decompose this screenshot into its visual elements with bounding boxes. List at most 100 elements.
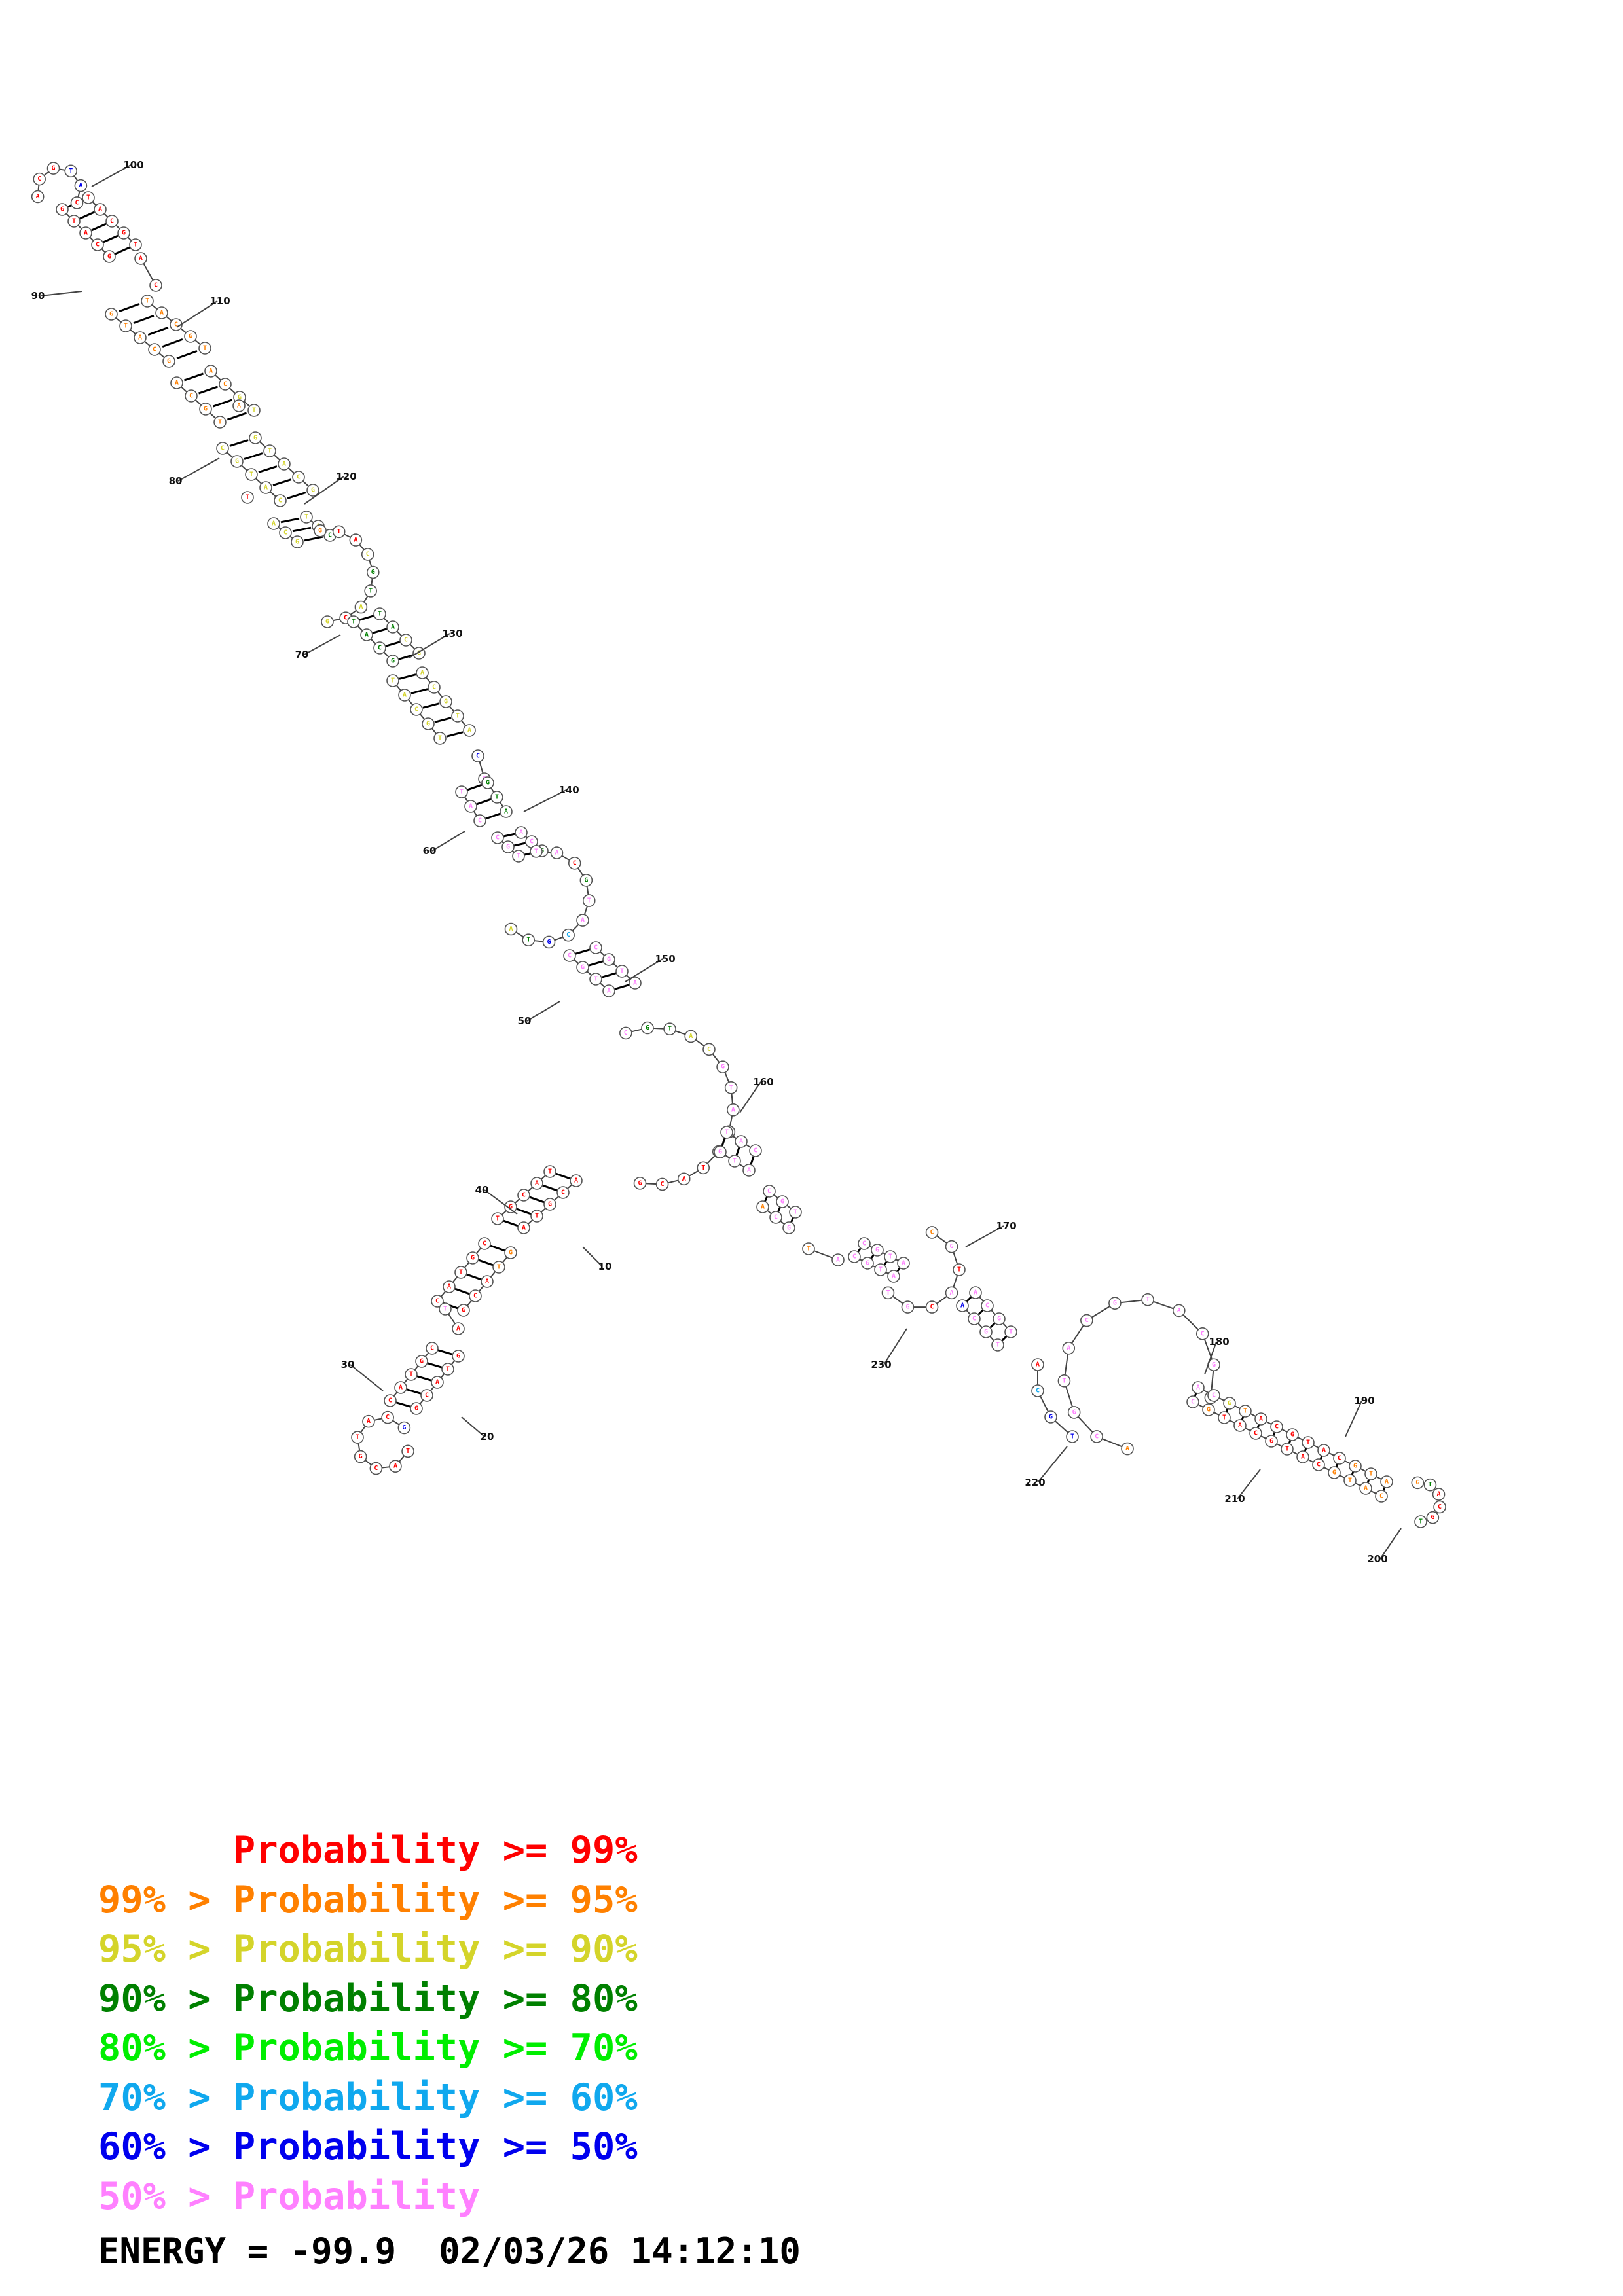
nucleotide-circle — [633, 1177, 647, 1190]
nucleotide-letter: G — [1415, 1479, 1419, 1486]
base-pair-bond — [395, 1401, 411, 1408]
nucleotide-circle — [742, 1164, 756, 1177]
nucleotide-circle — [702, 1043, 716, 1056]
nucleotide-letter: G — [391, 658, 395, 665]
nucleotide-letter: G — [1228, 1400, 1231, 1407]
nucleotide-circle — [33, 172, 46, 186]
nucleotide-letter: T — [203, 345, 207, 352]
nucleotide-letter: G — [646, 1024, 649, 1031]
nucleotide-letter: C — [425, 1392, 429, 1399]
nucleotide: G — [861, 1257, 874, 1270]
nucleotide: C — [562, 928, 575, 942]
nucleotide-letter: T — [1419, 1518, 1423, 1526]
nucleotide: A — [394, 1381, 407, 1394]
nucleotide: A — [887, 1270, 900, 1283]
legend-row-p99: Probability >= 99% — [98, 1826, 638, 1876]
nucleotide: G — [439, 695, 452, 708]
nucleotide: G — [504, 1246, 517, 1259]
nucleotide: G — [1044, 1410, 1057, 1424]
nucleotide: A — [897, 1257, 910, 1270]
nucleotide: T — [697, 1161, 710, 1175]
position-tick-line — [1237, 1469, 1261, 1499]
base-pair-bond — [427, 1362, 443, 1369]
nucleotide-circle — [1312, 1458, 1325, 1471]
nucleotide-circle — [1433, 1500, 1446, 1514]
probability-legend: Probability >= 99% 99% > Probability >= … — [98, 1826, 638, 2221]
nucleotide-letter: A — [1238, 1422, 1242, 1429]
nucleotide: A — [576, 914, 589, 927]
nucleotide: C — [1207, 1389, 1220, 1402]
nucleotide: T — [213, 416, 227, 429]
nucleotide: C — [105, 215, 119, 228]
position-tick-line — [883, 1328, 907, 1365]
position-label: 140 — [558, 784, 579, 796]
nucleotide: C — [292, 471, 305, 484]
base-pair-bond — [555, 1172, 571, 1180]
nucleotide: C — [91, 238, 104, 251]
nucleotide: T — [490, 791, 503, 804]
nucleotide: A — [831, 1253, 845, 1266]
nucleotide-letter: G — [780, 1198, 784, 1206]
nucleotide-letter: G — [607, 956, 611, 963]
nucleotide: C — [279, 526, 292, 539]
nucleotide-circle — [291, 535, 304, 548]
nucleotide-letter: A — [747, 1167, 751, 1174]
nucleotide-letter: G — [295, 539, 299, 546]
nucleotide-circle — [504, 1200, 517, 1213]
legend-prefix: 60% > — [98, 2125, 233, 2168]
nucleotide: C — [858, 1237, 871, 1250]
nucleotide: G — [1349, 1460, 1362, 1473]
nucleotide: C — [517, 1189, 530, 1202]
nucleotide-letter: C — [432, 684, 436, 691]
legend-prefix: 50% > — [98, 2174, 233, 2218]
nucleotide: T — [874, 1263, 887, 1276]
nucleotide: C — [981, 1299, 994, 1312]
nucleotide-circle — [550, 846, 564, 859]
nucleotide-letter: T — [456, 713, 460, 720]
nucleotide: C — [848, 1250, 861, 1263]
nucleotide-circle — [543, 1165, 556, 1178]
legend-row-p80: 90% > Probability >= 80% — [98, 1975, 638, 2024]
nucleotide: T — [789, 1206, 802, 1219]
nucleotide-letter: T — [526, 937, 530, 944]
nucleotide-letter: G — [189, 333, 192, 340]
nucleotide: C — [471, 749, 484, 762]
nucleotide-circle — [735, 1135, 748, 1148]
nucleotide-letter: G — [235, 458, 239, 465]
nucleotide-letter: C — [624, 1030, 628, 1037]
nucleotide: A — [956, 1299, 969, 1312]
nucleotide-circle — [615, 965, 629, 978]
nucleotide-circle — [416, 666, 429, 679]
nucleotide: T — [129, 238, 142, 251]
nucleotide-circle — [517, 1189, 530, 1202]
nucleotide-circle — [410, 1402, 423, 1415]
nucleotide: A — [232, 399, 246, 412]
nucleotide-letter: A — [682, 1175, 686, 1183]
position-tick-line — [431, 831, 465, 852]
base-pair-bond — [229, 439, 249, 447]
base-pair-bond — [162, 338, 183, 348]
nucleotide-circle — [858, 1237, 871, 1250]
base-pair-bond — [502, 833, 517, 838]
nucleotide-circle — [756, 1200, 769, 1213]
nucleotide-letter: T — [733, 1158, 737, 1165]
nucleotide-letter: G — [1049, 1414, 1053, 1421]
nucleotide-letter: C — [930, 1229, 934, 1236]
nucleotide: G — [103, 250, 116, 263]
nucleotide-letter: C — [522, 1192, 526, 1199]
nucleotide: T — [953, 1263, 966, 1276]
nucleotide: T — [401, 1444, 414, 1458]
nucleotide-letter: C — [496, 834, 500, 842]
nucleotide-circle — [469, 1289, 482, 1302]
nucleotide: T — [241, 491, 254, 504]
nucleotide-letter: C — [1379, 1493, 1383, 1500]
base-pair-bond — [749, 1155, 756, 1166]
nucleotide-letter: C — [852, 1253, 856, 1261]
position-label: 90 — [31, 290, 45, 302]
nucleotide-circle — [349, 533, 363, 547]
nucleotide-circle — [724, 1081, 738, 1094]
nucleotide-letter: A — [138, 334, 142, 342]
base-pair-bond — [385, 641, 401, 647]
nucleotide-circle — [199, 403, 212, 416]
position-tick-line — [526, 1001, 560, 1022]
